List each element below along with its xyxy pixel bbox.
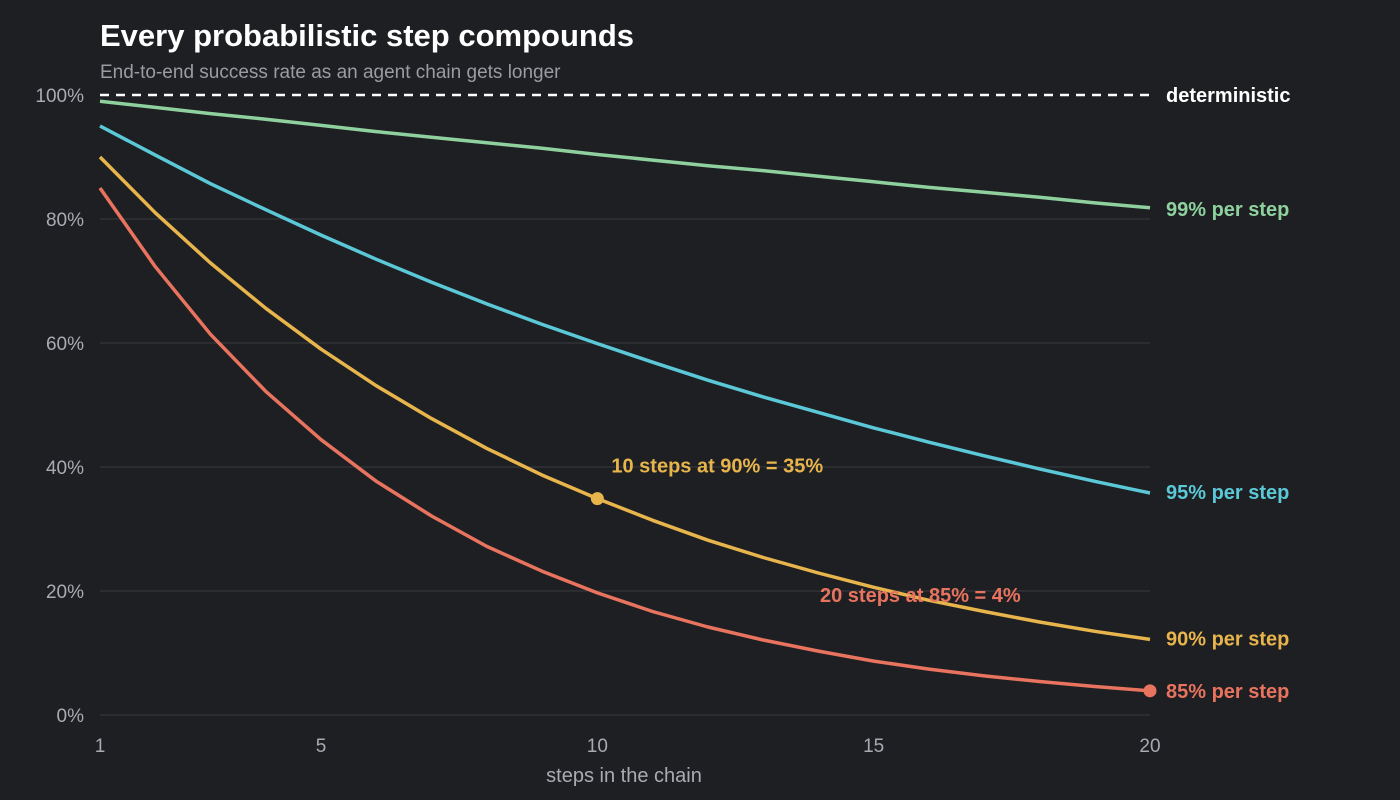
y-tick-label: 0%: [57, 706, 85, 727]
grid: [100, 218, 1150, 716]
x-tick-label: 1: [95, 736, 106, 757]
annotation-marker: [1143, 684, 1157, 698]
series-line-2: [99, 124, 1151, 495]
series-labels: deterministic 99% per step 95% per step 90%…: [1166, 85, 1290, 703]
annotation-marker: [590, 492, 604, 506]
series-end-label: 85% per step: [1166, 681, 1289, 703]
y-tick-label: 100%: [35, 86, 84, 107]
series-end-label: 90% per step: [1166, 628, 1289, 650]
axis-ticks: 0%20%40%60%80%100%1 5 10 15 20: [35, 86, 1160, 757]
x-tick-label: 15: [863, 736, 884, 757]
chart-title: Every probabilistic step compounds: [100, 18, 634, 53]
series-line-4: [98, 186, 1151, 693]
series-end-label: deterministic: [1166, 85, 1290, 107]
x-tick-label: 20: [1139, 736, 1160, 757]
annotation-label: 10 steps at 90% = 35%: [611, 456, 823, 478]
series-end-label: 95% per step: [1166, 482, 1289, 504]
x-tick-label: 5: [316, 736, 327, 757]
y-tick-label: 20%: [46, 582, 84, 603]
series-line-3: [98, 155, 1151, 642]
x-tick-label: 10: [587, 736, 608, 757]
series-end-label: 99% per step: [1166, 199, 1289, 221]
y-tick-label: 60%: [46, 334, 84, 355]
chart-subtitle: End-to-end success rate as an agent chai…: [100, 62, 561, 83]
y-tick-label: 40%: [46, 458, 84, 479]
y-tick-label: 80%: [46, 210, 84, 231]
annotations: 10 steps at 90% = 35% 20 steps at 85% = 4…: [590, 456, 1157, 698]
series-line-1: [99, 99, 1151, 210]
x-axis-label: steps in the chain: [546, 765, 702, 787]
series-lines: [98, 93, 1151, 693]
annotation-label: 20 steps at 85% = 4%: [820, 585, 1021, 607]
